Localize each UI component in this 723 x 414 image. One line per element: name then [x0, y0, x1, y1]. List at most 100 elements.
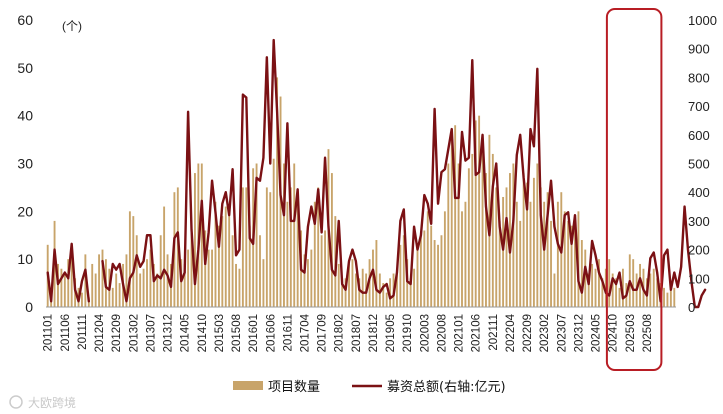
left-axis-unit-label: (个) [62, 19, 82, 33]
right-tick-label: 600 [688, 128, 710, 143]
x-tick-label: 202312 [573, 314, 585, 352]
bar [361, 268, 364, 307]
bar [341, 278, 344, 307]
bar [224, 206, 227, 307]
x-tick-label: 202008 [437, 314, 449, 352]
bar [337, 263, 340, 307]
bar [543, 201, 546, 307]
bar [584, 249, 587, 307]
legend: 项目数量 募资总额(右轴:亿元) [233, 380, 506, 395]
bar [231, 235, 234, 307]
bar [396, 273, 398, 307]
bar [618, 287, 621, 307]
x-axis: 201101 201106 201111 201204 201209 201302 2013… [43, 313, 654, 352]
bar [286, 201, 289, 307]
x-tick-label: 202204 [505, 313, 517, 352]
right-tick-label: 1000 [688, 13, 717, 28]
bar [156, 273, 159, 307]
bar [70, 249, 73, 307]
bar [409, 278, 412, 307]
right-tick-label: 200 [688, 243, 710, 258]
bar [450, 139, 453, 307]
bar [214, 201, 217, 307]
bar [495, 187, 498, 307]
bar [447, 163, 450, 307]
bar [419, 235, 422, 307]
bar [591, 263, 594, 307]
bar [406, 259, 409, 307]
bar [57, 263, 59, 307]
bar [615, 278, 618, 307]
x-tick-label: 201508 [231, 314, 243, 352]
bar [303, 254, 306, 307]
bar [67, 259, 70, 307]
bar [98, 254, 101, 307]
bar [467, 168, 470, 307]
bar [146, 259, 148, 307]
bar [152, 263, 155, 307]
bar [101, 249, 104, 307]
bar [519, 220, 522, 307]
bar [330, 173, 333, 307]
bar [423, 230, 426, 307]
bar [433, 240, 436, 307]
bar [142, 268, 145, 307]
bar [649, 273, 652, 307]
bar [515, 201, 518, 307]
bar [204, 230, 207, 307]
bar [656, 278, 659, 307]
bar [115, 273, 118, 307]
bar [228, 216, 231, 307]
left-tick-label: 0 [25, 299, 33, 315]
legend-swatch-project-count [233, 381, 263, 390]
bar [358, 278, 361, 307]
bar [272, 158, 275, 307]
bar [474, 120, 477, 307]
left-tick-label: 20 [17, 203, 33, 219]
x-tick-label: 201503 [214, 314, 226, 352]
bar [402, 235, 405, 307]
legend-label-fundraising-total: 募资总额(右轴:亿元) [387, 380, 506, 395]
bar [306, 259, 309, 307]
bar [269, 192, 272, 307]
legend-label-project-count: 项目数量 [268, 380, 320, 395]
bar [481, 149, 484, 307]
bar [604, 268, 607, 307]
x-tick-label: 201204 [94, 313, 106, 352]
x-tick-label: 201606 [265, 314, 277, 352]
bar [546, 192, 549, 307]
right-tick-label: 0 [688, 300, 695, 315]
bar [128, 211, 131, 307]
bar [632, 259, 635, 307]
bar [413, 268, 416, 307]
bar [464, 201, 467, 307]
bar [471, 153, 474, 307]
bar [276, 77, 279, 308]
left-tick-label: 30 [17, 156, 33, 172]
watermark: 大欧跨境 [9, 395, 76, 410]
bar [190, 225, 193, 307]
bar [344, 278, 347, 307]
bar [601, 278, 604, 307]
bar [217, 225, 220, 307]
bar [111, 287, 114, 307]
x-tick-label: 201209 [111, 314, 123, 352]
x-tick-label: 201709 [317, 314, 329, 352]
bar [440, 235, 443, 307]
bar [509, 173, 511, 307]
bar [553, 273, 556, 307]
bar [399, 244, 402, 307]
bar [382, 283, 385, 307]
x-tick-label: 201410 [197, 314, 209, 352]
x-tick-label: 201802 [334, 314, 346, 352]
x-tick-label: 201101 [43, 314, 55, 352]
bar [416, 249, 419, 307]
left-tick-label: 40 [17, 108, 33, 124]
bar [262, 259, 265, 307]
x-tick-label: 201910 [402, 314, 414, 352]
bar [443, 211, 446, 307]
bar [324, 230, 326, 307]
x-tick-label: 201905 [385, 314, 397, 352]
bar [491, 153, 494, 307]
right-tick-label: 300 [688, 214, 710, 229]
